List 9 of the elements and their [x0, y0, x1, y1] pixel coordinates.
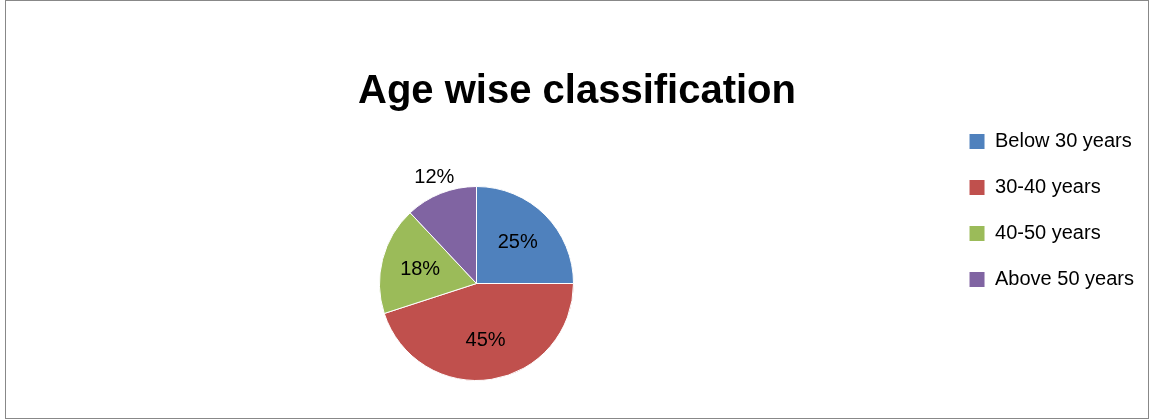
legend-label: Above 50 years [995, 267, 1135, 290]
legend-label: 40-50 years [995, 221, 1101, 244]
chart-title: Age wise classification [358, 67, 796, 112]
legend-label: Below 30 years [995, 129, 1132, 152]
data-label: 25% [497, 229, 538, 252]
data-label: 18% [400, 256, 441, 279]
data-label: 45% [465, 328, 506, 351]
legend-label: 30-40 years [995, 175, 1101, 198]
data-label: 12% [414, 164, 455, 187]
